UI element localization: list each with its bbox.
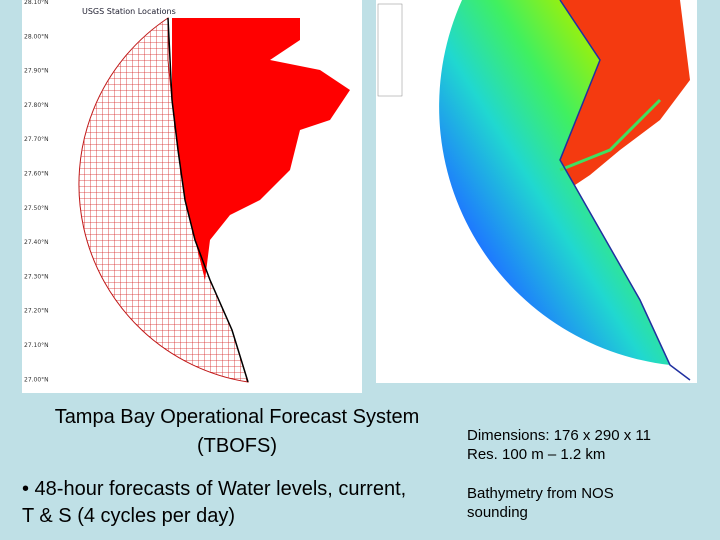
lat-label: 27.40°N [24, 239, 49, 246]
lat-label: 27.90°N [24, 68, 49, 75]
legend-title: USGS Station Locations [82, 7, 176, 16]
lat-label: 27.20°N [24, 308, 49, 315]
channel [559, 98, 662, 172]
dimensions: Dimensions: 176 x 290 x 11 [467, 427, 651, 444]
bathymetry-note: Bathymetry from NOS sounding [467, 485, 614, 521]
lat-label: 27.60°N [24, 171, 49, 178]
lat-label: 28.00°N [24, 33, 49, 40]
lat-label: 27.50°N [24, 205, 49, 212]
lat-label: 27.80°N [24, 102, 49, 109]
bay-grid [172, 18, 350, 280]
maps: USGS Station Locations 28.10°N 28.00°N 27.… [22, 0, 697, 393]
lat-label: 27.70°N [24, 136, 49, 143]
lat-label: 28.10°N [24, 0, 49, 6]
bathymetry [439, 0, 670, 365]
bullet: • 48-hour forecasts of Water levels, cur… [22, 478, 407, 527]
lat-label: 27.30°N [24, 273, 49, 280]
slide-title: Tampa Bay Operational Forecast System (T… [54, 406, 420, 457]
lat-label: 27.00°N [24, 376, 49, 383]
right-coastline [559, 0, 691, 381]
coastline [167, 17, 249, 383]
bay-bathymetry [560, 0, 690, 230]
color-legend [377, 3, 403, 97]
lat-label: 27.10°N [24, 342, 49, 349]
resolution: Res. 100 m – 1.2 km [467, 446, 606, 463]
